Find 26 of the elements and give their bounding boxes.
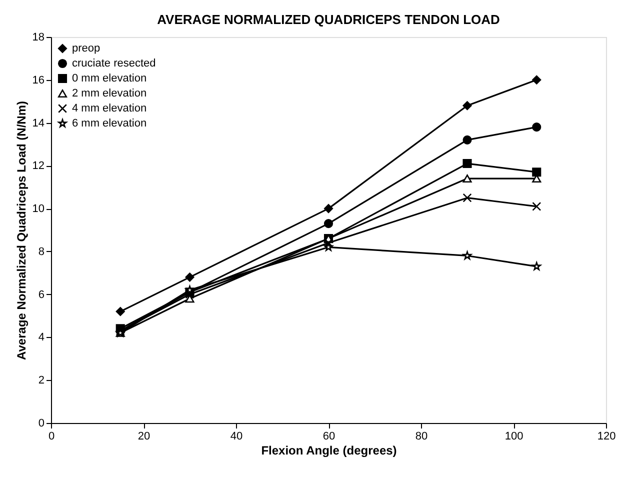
y-tick-label: 14 — [32, 117, 44, 130]
x-tick-label: 80 — [415, 430, 428, 442]
x-tick-label: 0 — [48, 430, 55, 442]
y-tick-label: 2 — [38, 374, 44, 387]
x-tick-label: 60 — [322, 430, 336, 442]
legend-label: cruciate resected — [72, 58, 156, 70]
x-tick-label: 40 — [230, 430, 243, 442]
legend-label: 6 mm elevation — [72, 118, 147, 130]
y-tick-label: 8 — [38, 246, 44, 258]
x-tick-label: 100 — [504, 430, 524, 442]
y-tick-label: 10 — [32, 203, 44, 216]
y-tick-label: 16 — [32, 74, 44, 86]
y-tick-label: 0 — [38, 418, 44, 430]
legend-label: 2 mm elevation — [72, 88, 147, 100]
legend-label: 4 mm elevation — [72, 102, 147, 114]
x-tick-label: 120 — [597, 430, 616, 442]
x-axis-title: Flexion Angle (degrees) — [261, 444, 397, 458]
y-tick-label: 12 — [32, 160, 44, 172]
y-tick-label: 6 — [38, 288, 44, 301]
x-tick-label: 20 — [138, 430, 150, 442]
y-axis-title: Average Normalized Quadriceps Load (N/Nm) — [14, 101, 28, 360]
legend-label: preop — [72, 42, 100, 54]
chart-title: AVERAGE NORMALIZED QUADRICEPS TENDON LOAD — [157, 12, 500, 27]
y-tick-label: 18 — [32, 32, 44, 44]
legend-label: 0 mm elevation — [72, 72, 147, 84]
y-tick-label: 4 — [38, 332, 44, 344]
